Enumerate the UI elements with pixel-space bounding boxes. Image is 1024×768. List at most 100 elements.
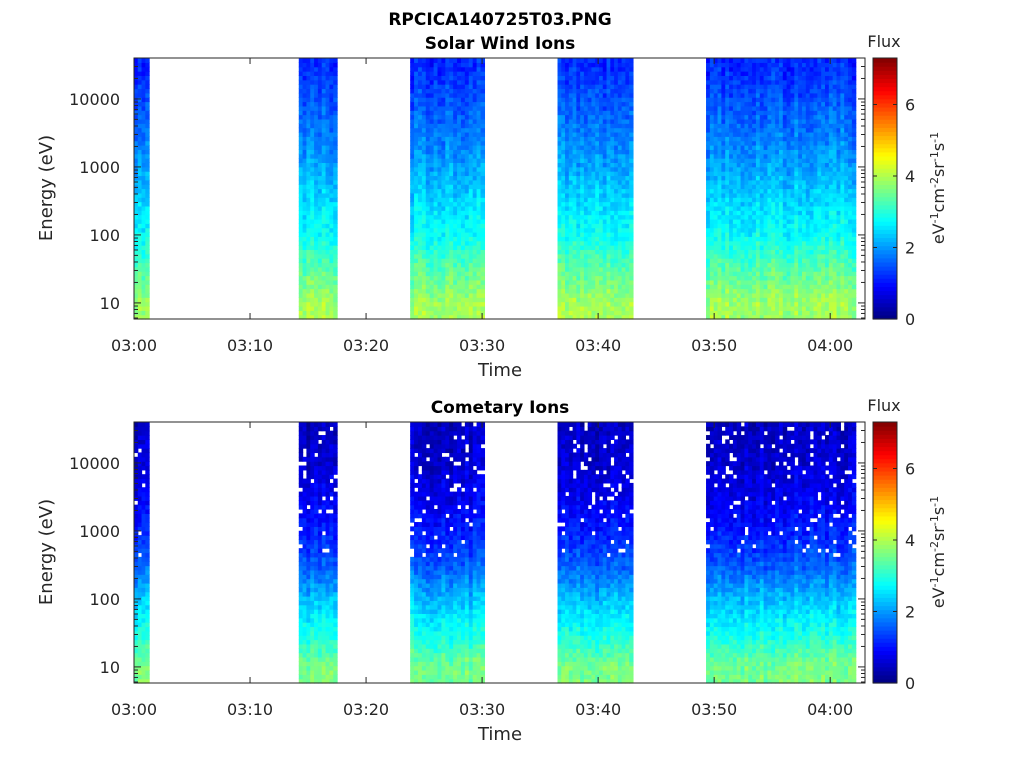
spectrogram-cell <box>298 58 304 63</box>
spectrogram-cell <box>782 240 788 246</box>
spectrogram-cell <box>568 310 574 316</box>
spectrogram-cell <box>591 127 596 133</box>
spectrogram-cell <box>782 75 788 81</box>
spectrogram-cell <box>437 158 443 163</box>
spectrogram-cell <box>732 245 738 250</box>
spectrogram-cell <box>433 127 439 133</box>
spectrogram-cell <box>782 275 788 281</box>
spectrogram-cell <box>782 266 788 272</box>
spectrogram-cell <box>629 197 634 203</box>
spectrogram-cell <box>629 305 634 311</box>
spectrogram-cell <box>752 171 757 177</box>
spectrogram-cell <box>472 301 478 307</box>
spectrogram-cell <box>790 297 795 303</box>
spectrogram-cell <box>801 218 807 224</box>
spectrogram-cell <box>767 214 772 220</box>
spectrogram-cell <box>621 214 626 220</box>
spectrogram-cell <box>801 140 807 146</box>
spectrogram-cell <box>736 297 742 303</box>
spectrogram-cell <box>333 75 338 81</box>
spectrogram-cell <box>333 201 338 207</box>
spectrogram-cell <box>302 201 308 207</box>
spectrogram-cell <box>298 297 304 303</box>
spectrogram-cell <box>606 305 611 311</box>
spectrogram-cell <box>821 284 826 290</box>
spectrogram-cell <box>625 223 630 229</box>
spectrogram-cell <box>453 79 458 85</box>
spectrogram-cell <box>706 279 711 285</box>
spectrogram-cell <box>468 301 474 307</box>
spectrogram-cell <box>583 136 589 142</box>
spectrogram-cell <box>468 179 474 185</box>
spectrogram-cell <box>706 75 711 81</box>
spectrogram-cell <box>568 305 574 311</box>
spectrogram-cell <box>763 232 769 237</box>
spectrogram-cell <box>794 127 799 133</box>
spectrogram-cell <box>464 197 470 203</box>
spectrogram-cell <box>732 84 738 90</box>
spectrogram-cell <box>468 127 474 133</box>
spectrogram-cell <box>429 162 435 168</box>
spectrogram-cell <box>744 214 749 220</box>
spectrogram-cell <box>614 253 619 259</box>
spectrogram-cell <box>445 79 450 85</box>
spectrogram-cell <box>717 171 722 177</box>
spectrogram-cell <box>472 149 478 155</box>
spectrogram-cell <box>725 131 730 137</box>
spectrogram-cell <box>755 84 761 90</box>
spectrogram-cell <box>314 249 319 255</box>
spectrogram-cell <box>134 310 139 316</box>
spectrogram-cell <box>583 118 589 124</box>
spectrogram-cell <box>736 314 742 320</box>
spectrogram-cell <box>755 218 761 224</box>
spectrogram-cell <box>565 145 570 150</box>
spectrogram-cell <box>801 236 807 242</box>
spectrogram-cell <box>321 232 327 237</box>
spectrogram-cell <box>441 275 446 281</box>
spectrogram-cell <box>576 184 581 190</box>
spectrogram-cell <box>583 166 589 172</box>
spectrogram-cell <box>755 88 761 94</box>
spectrogram-cell <box>453 153 458 159</box>
spectrogram-cell <box>782 288 788 294</box>
spectrogram-cell <box>441 205 446 211</box>
spectrogram-cell <box>460 279 466 285</box>
spectrogram-cell <box>599 166 604 172</box>
spectrogram-cell <box>568 79 574 85</box>
spectrogram-cell <box>813 75 818 81</box>
spectrogram-cell <box>449 84 454 90</box>
spectrogram-cell <box>614 192 619 198</box>
spectrogram-cell <box>441 284 446 290</box>
spectrogram-cell <box>817 110 822 116</box>
spectrogram-cell <box>410 201 415 207</box>
spectrogram-cell <box>625 105 630 111</box>
spectrogram-cell <box>591 188 596 194</box>
spectrogram-cell <box>790 305 795 311</box>
spectrogram-cell <box>476 66 482 72</box>
spectrogram-cell <box>453 197 458 203</box>
spectrogram-cell <box>625 310 630 316</box>
spectrogram-cell <box>775 262 780 268</box>
spectrogram-cell <box>421 266 427 272</box>
spectrogram-cell <box>333 210 338 216</box>
spectrogram-cell <box>557 58 562 63</box>
spectrogram-cell <box>621 232 626 237</box>
spectrogram-cell <box>763 197 769 203</box>
spectrogram-cell <box>782 188 788 194</box>
spectrogram-cell <box>595 210 600 216</box>
spectrogram-cell <box>310 253 315 259</box>
spectrogram-cell <box>767 188 772 194</box>
spectrogram-cell <box>709 275 715 281</box>
spectrogram-cell <box>763 162 769 168</box>
spectrogram-cell <box>721 75 726 81</box>
spectrogram-cell <box>429 62 435 68</box>
spectrogram-cell <box>587 310 593 316</box>
spectrogram-cell <box>414 62 419 68</box>
spectrogram-cell <box>748 175 753 181</box>
spectrogram-cell <box>706 127 711 133</box>
spectrogram-cell <box>614 197 619 203</box>
spectrogram-cell <box>410 71 415 76</box>
spectrogram-cell <box>629 110 634 116</box>
spectrogram-cell <box>805 66 811 72</box>
spectrogram-cell <box>317 88 323 94</box>
